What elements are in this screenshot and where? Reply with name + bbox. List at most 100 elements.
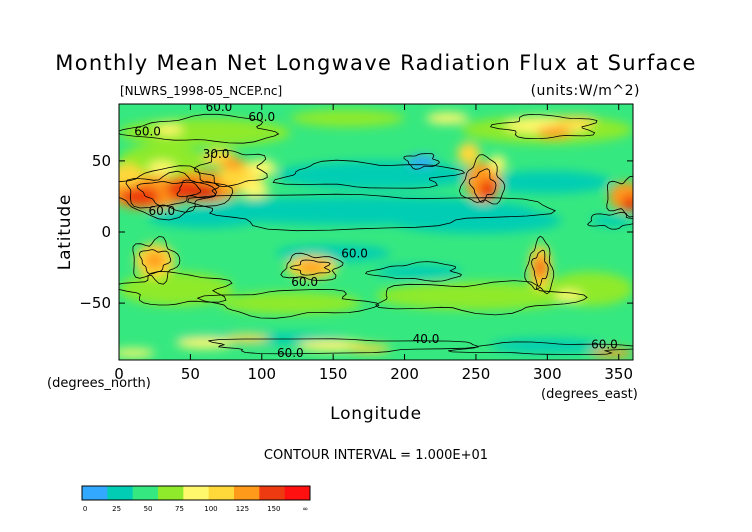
contour-line — [119, 271, 233, 306]
contour-line — [138, 249, 172, 275]
x-axis-title: Longitude — [330, 404, 422, 424]
x-tick-label: 0 — [114, 365, 124, 383]
flux-patch — [376, 281, 576, 311]
x-tick-label: 300 — [533, 365, 562, 383]
contour-line — [606, 175, 633, 218]
flux-patch — [488, 155, 506, 173]
x-tick-label: 200 — [390, 365, 419, 383]
colorbar-segment — [132, 486, 159, 500]
contour-line — [403, 153, 440, 170]
contour-line — [587, 212, 633, 230]
contour-label: 60.0 — [248, 110, 275, 124]
contour-line — [448, 341, 633, 355]
contour-line — [489, 113, 598, 140]
y-axis-ticks: 50 0 −50 — [79, 152, 633, 312]
x-tick-label: 50 — [181, 365, 200, 383]
contour-line — [125, 170, 218, 213]
contour-line — [531, 249, 549, 288]
colorbar-tick-label: 50 — [144, 505, 153, 513]
flux-patch — [190, 185, 219, 200]
file-label: [NLWRS_1998-05_NCEP.nc] — [120, 84, 282, 98]
contour-label: 40.0 — [413, 332, 440, 346]
colorbar-tick-label: 125 — [236, 505, 249, 513]
flux-field-layer — [119, 109, 633, 358]
contour-line — [280, 252, 344, 281]
flux-patch — [276, 244, 391, 262]
contour-line — [119, 113, 280, 144]
flux-patch — [176, 337, 234, 349]
flux-patch — [218, 291, 362, 315]
contour-line — [289, 259, 331, 276]
contour-interval-note: CONTOUR INTERVAL = 1.000E+01 — [264, 448, 488, 463]
x-axis-ticks: 0 50 100 150 200 250 300 350 — [114, 104, 633, 383]
flux-patch — [407, 155, 436, 167]
flux-patch — [457, 142, 481, 166]
y-unit-label: (degrees_north) — [47, 376, 151, 391]
colorbar-tick-label: 100 — [204, 505, 217, 513]
flux-patch — [425, 112, 469, 124]
contour-line — [186, 193, 557, 232]
flux-patch — [147, 207, 262, 228]
y-tick-label: 0 — [101, 223, 111, 241]
contour-label: 60.0 — [134, 124, 161, 138]
contour-line — [136, 181, 201, 207]
colorbar-frame — [81, 485, 311, 501]
x-tick-label: 100 — [247, 365, 276, 383]
flux-patch — [147, 160, 177, 176]
flux-patch — [119, 348, 155, 358]
contour-label: 60.0 — [291, 275, 318, 289]
plot-background — [119, 104, 633, 360]
flux-patch — [490, 338, 605, 353]
contour-line — [196, 288, 380, 319]
flux-patch — [297, 261, 327, 274]
contour-line — [176, 179, 220, 199]
y-axis-title: Latitude — [55, 194, 75, 270]
flux-patch — [247, 159, 277, 177]
y-tick-label: −50 — [79, 294, 111, 312]
flux-patch — [535, 260, 545, 275]
flux-patch — [590, 214, 633, 227]
flux-patch — [290, 109, 405, 127]
contour-line — [364, 261, 462, 282]
colorbar-tick-label: 75 — [175, 505, 184, 513]
contour-label: 60.0 — [206, 100, 233, 114]
contour-line-layer — [119, 113, 633, 355]
colorbar-segment — [284, 486, 311, 500]
flux-patch — [347, 344, 391, 353]
x-tick-label: 350 — [604, 365, 633, 383]
flux-patch — [483, 170, 612, 194]
flux-patch — [478, 179, 496, 200]
contour-line — [132, 235, 181, 285]
flux-patch — [154, 123, 184, 136]
contour-line — [458, 154, 506, 205]
contour-line — [119, 165, 234, 221]
colorbar-tick-label: 150 — [267, 505, 280, 513]
flux-patch — [537, 126, 572, 139]
units-label: (units:W/m^2) — [531, 83, 640, 99]
flux-patch — [221, 158, 245, 170]
flux-patch — [547, 271, 633, 306]
contour-line — [524, 235, 555, 295]
flux-patch — [240, 180, 269, 198]
y-tick-label: 50 — [92, 152, 111, 170]
plot-area: 60.0 60.0 60.0 30.0 60.0 60.0 60.0 40.0 60.0 60.0 — [119, 100, 633, 360]
colorbar-segment — [158, 486, 184, 500]
contour-label: 60.0 — [277, 346, 304, 360]
flux-patch — [554, 290, 584, 302]
contour-line — [375, 280, 588, 316]
flux-patch — [144, 251, 165, 269]
colorbar-segment — [82, 486, 108, 500]
contour-label: 30.0 — [203, 147, 230, 161]
colorbar-segment — [183, 486, 210, 500]
colorbar-segment — [259, 486, 286, 500]
flux-field-patches — [119, 109, 633, 358]
colorbar-tick-label: 0 — [83, 505, 87, 513]
flux-patch — [376, 264, 462, 279]
contour-label: 60.0 — [591, 338, 618, 352]
x-tick-label: 250 — [462, 365, 491, 383]
contour-label: 60.0 — [148, 204, 175, 218]
chart-title: Monthly Mean Net Longwave Radiation Flux… — [55, 51, 696, 75]
colorbar-tick-label: 25 — [112, 505, 121, 513]
colorbar-tick-label: ∞ — [302, 505, 308, 513]
